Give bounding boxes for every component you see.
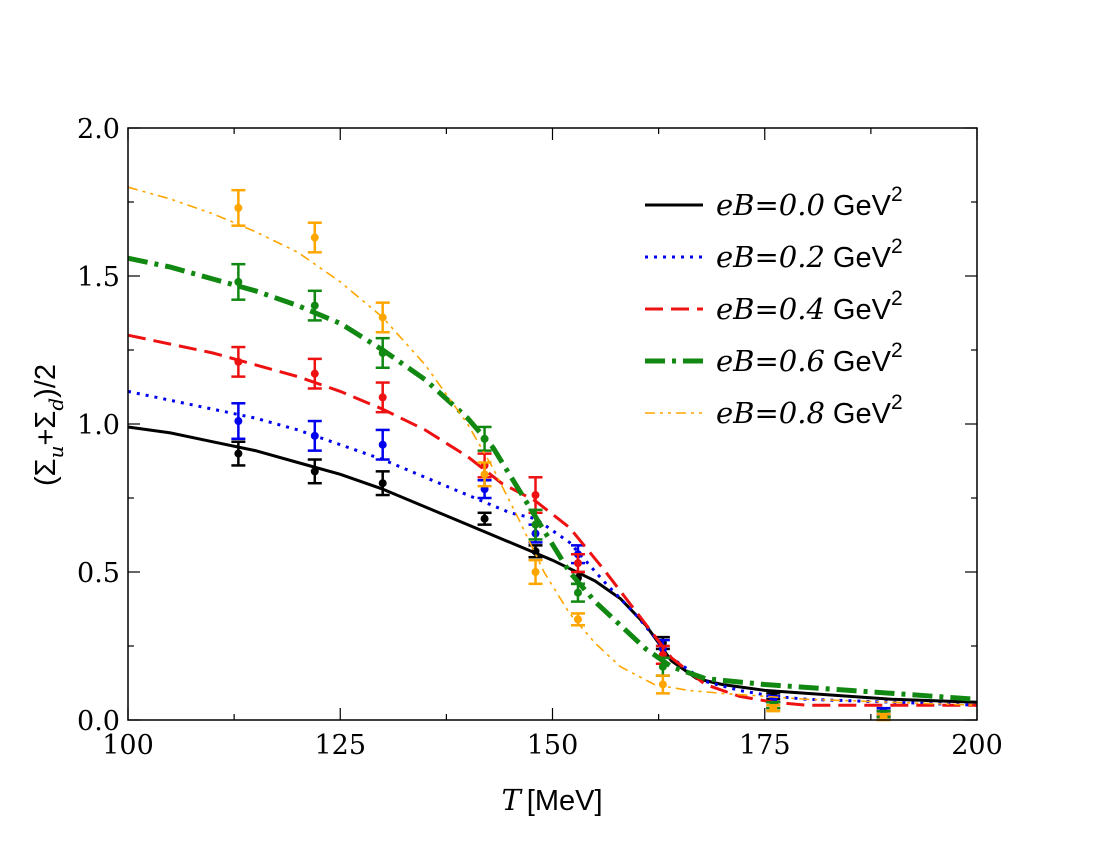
legend-label: eB=0.8 GeV2	[716, 391, 903, 430]
data-point	[234, 417, 243, 426]
data-point	[480, 470, 489, 479]
y-axis-plus: +	[30, 429, 62, 446]
x-tick-label: 150	[527, 730, 579, 761]
data-point	[234, 357, 243, 366]
series-0	[127, 425, 978, 719]
data-point	[531, 520, 540, 529]
x-axis-unit: [MeV]	[527, 785, 603, 817]
x-tick-label: 100	[102, 730, 154, 761]
y-axis-close: )/2	[30, 364, 62, 398]
x-axis-label: T [MeV]	[501, 783, 602, 817]
y-tick-label: 1.5	[77, 262, 120, 293]
data-point	[573, 615, 582, 624]
legend-item: eB=0.0 GeV2	[645, 183, 903, 222]
data-point	[310, 467, 319, 476]
data-point	[531, 568, 540, 576]
data-point	[234, 203, 243, 212]
legend-item: eB=0.4 GeV2	[645, 287, 903, 326]
data-point	[378, 313, 387, 322]
y-tick-label: 1.0	[77, 410, 120, 441]
y-axis-open: (	[30, 476, 62, 486]
data-point	[234, 449, 243, 458]
x-tick-label: 175	[739, 730, 791, 761]
legend-exp: 2	[891, 339, 903, 362]
series-line-4	[127, 186, 978, 706]
series-line-1	[127, 389, 978, 707]
data-point	[310, 301, 319, 310]
legend-unit: GeV	[833, 398, 892, 430]
data-point	[378, 440, 387, 449]
y-axis-sigma-d: Σ	[30, 411, 62, 429]
y-tick-label: 0.5	[77, 558, 120, 589]
y-tick-label: 2.0	[77, 114, 120, 145]
legend-exp: 2	[891, 183, 903, 206]
y-axis-label: (Σu+Σd)/2	[30, 364, 68, 486]
legend-exp: 2	[891, 287, 903, 310]
series-1	[127, 389, 978, 716]
series-line-2	[127, 333, 977, 707]
y-tick-label: 0.0	[77, 706, 120, 737]
legend-label: eB=0.6 GeV2	[716, 339, 903, 378]
legend-item: eB=0.8 GeV2	[645, 391, 903, 430]
series-2	[127, 333, 977, 719]
data-point	[480, 514, 489, 523]
data-point	[658, 662, 667, 671]
x-axis-symbol: T	[501, 783, 523, 817]
data-point	[480, 434, 489, 443]
y-axis-sub-u: u	[44, 446, 68, 459]
data-point	[310, 431, 319, 440]
legend-var: eB=0.8	[716, 396, 825, 430]
data-point	[658, 680, 667, 689]
legend-unit: GeV	[833, 346, 892, 378]
legend-exp: 2	[891, 235, 903, 258]
data-point	[310, 233, 319, 242]
y-axis-sub-d: d	[44, 398, 68, 411]
data-point	[769, 704, 778, 713]
data-point	[310, 369, 319, 378]
x-tick-label: 200	[951, 730, 1003, 761]
data-point	[378, 348, 387, 357]
series-line-3	[127, 255, 978, 702]
data-point	[378, 393, 387, 402]
data-point	[573, 588, 582, 597]
series-line-0	[127, 425, 978, 704]
data-point	[573, 559, 582, 568]
legend-var: eB=0.6	[716, 344, 825, 378]
legend-unit: GeV	[833, 190, 892, 222]
series-3	[127, 255, 978, 719]
legend-label: eB=0.0 GeV2	[716, 183, 903, 222]
legend-label: eB=0.4 GeV2	[716, 287, 903, 326]
legend-var: eB=0.4	[716, 292, 825, 326]
legend-item: eB=0.6 GeV2	[645, 339, 903, 378]
data-point	[378, 479, 387, 488]
series-4	[127, 186, 978, 722]
legend-item: eB=0.2 GeV2	[645, 235, 903, 274]
data-point	[531, 491, 540, 500]
chart-marks	[127, 186, 978, 722]
data-point	[879, 713, 888, 722]
legend-var: eB=0.0	[716, 188, 825, 222]
y-axis-sigma-u: Σ	[30, 458, 62, 476]
legend-unit: GeV	[833, 294, 892, 326]
legend-exp: 2	[891, 391, 903, 414]
axis-ticks: 100 125 150 175 200 0.0 0.5 1.0 1.5 2.0	[77, 114, 1003, 761]
legend-var: eB=0.2	[716, 240, 825, 274]
legend-unit: GeV	[833, 242, 892, 274]
data-point	[234, 277, 243, 286]
legend-label: eB=0.2 GeV2	[716, 235, 903, 274]
x-tick-label: 125	[314, 730, 366, 761]
